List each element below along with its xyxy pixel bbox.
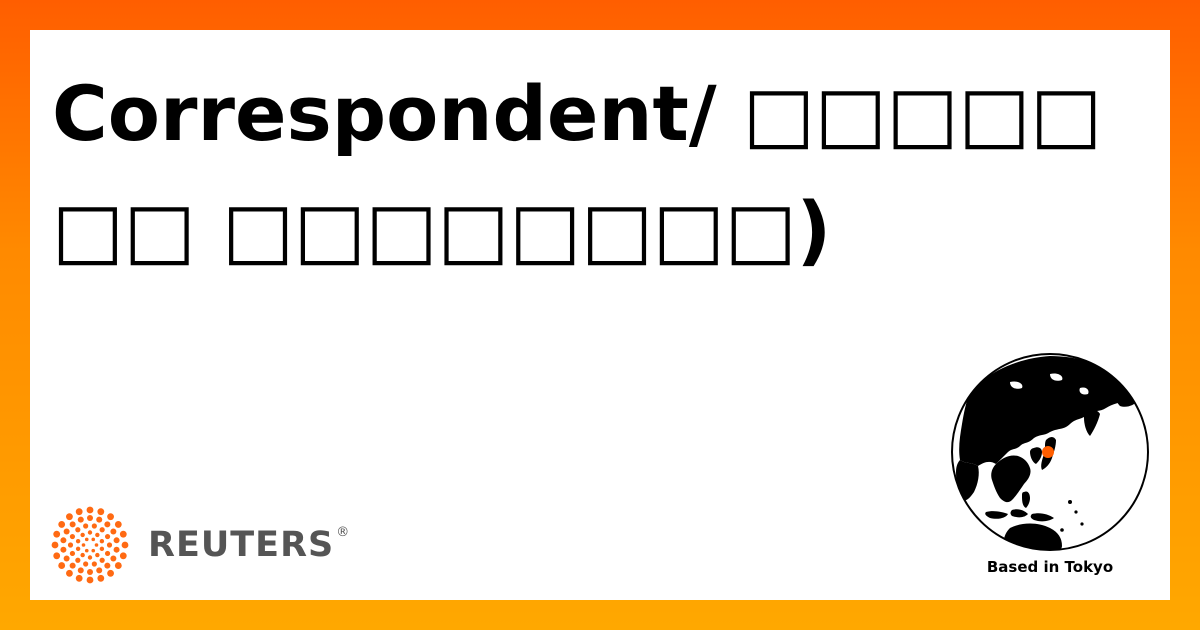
- logo-dot: [113, 546, 120, 553]
- logo-dot: [69, 521, 76, 528]
- logo-dot: [96, 567, 103, 574]
- logo-dot: [69, 562, 76, 569]
- brand-name: REUTERS: [148, 524, 335, 565]
- logo-dot: [84, 548, 89, 553]
- logo-dot: [66, 513, 73, 521]
- logo-dot: [83, 523, 89, 529]
- logo-dot: [114, 562, 122, 569]
- logo-dot: [87, 530, 93, 535]
- brand-wordmark: REUTERS ®: [148, 524, 351, 565]
- logo-dot: [114, 521, 122, 528]
- location-globe: Based in Tokyo: [950, 352, 1150, 592]
- logo-dot: [107, 513, 114, 521]
- logo-dot: [91, 537, 96, 542]
- continent-details: [1010, 373, 1089, 395]
- profile-card: Correspondent/ □□□□□□□ □□□□□□□□) REUTERS…: [30, 30, 1170, 600]
- logo-dot: [91, 548, 96, 553]
- logo-dot: [87, 569, 93, 575]
- reuters-logo[interactable]: REUTERS ®: [50, 505, 350, 585]
- logo-dot: [75, 557, 81, 563]
- logo-dot: [121, 541, 129, 549]
- logo-dot: [77, 567, 84, 574]
- logo-dot: [66, 569, 73, 577]
- logo-dot: [113, 537, 120, 544]
- logo-dot: [69, 533, 76, 540]
- logo-dot: [67, 542, 74, 548]
- registered-mark: ®: [336, 524, 351, 540]
- logo-dot: [77, 516, 84, 523]
- logo-dot: [87, 515, 93, 521]
- logo-dot: [75, 527, 81, 533]
- logo-dot: [119, 552, 127, 560]
- logo-dot: [91, 523, 97, 529]
- logo-dot: [99, 538, 105, 544]
- logo-dot: [86, 506, 94, 514]
- logo-dot: [96, 516, 103, 523]
- logo-dot: [60, 546, 67, 553]
- logo-dot: [63, 555, 70, 562]
- logo-dot: [75, 546, 81, 552]
- logo-dot: [81, 543, 86, 547]
- logo-dot: [110, 555, 117, 562]
- globe-icon: [951, 353, 1149, 551]
- logo-dot: [53, 552, 61, 560]
- location-label: Based in Tokyo: [986, 558, 1114, 576]
- logo-dot: [86, 576, 94, 584]
- logo-dot: [104, 521, 111, 528]
- continents: [956, 356, 1139, 550]
- logo-dot: [91, 561, 97, 567]
- logo-dot: [58, 521, 66, 528]
- logo-dot: [80, 532, 85, 538]
- page-title: Correspondent/ □□□□□□□ □□□□□□□□): [52, 69, 1103, 274]
- logo-dot: [60, 537, 67, 544]
- logo-dot: [80, 552, 85, 558]
- tokyo-marker: [1042, 446, 1054, 458]
- logo-dot: [106, 542, 113, 548]
- logo-dot: [99, 527, 105, 533]
- logo-dot: [104, 533, 111, 540]
- logo-dot: [75, 508, 83, 516]
- logo-dot: [104, 550, 111, 557]
- logo-dot: [99, 546, 105, 552]
- logo-dot: [51, 541, 59, 549]
- logo-dot: [95, 552, 100, 558]
- logo-dot: [75, 538, 81, 544]
- logo-dot: [87, 555, 93, 560]
- logo-dot: [97, 508, 105, 516]
- logo-dot: [119, 530, 127, 538]
- logo-dot: [53, 530, 61, 538]
- logo-dot: [107, 569, 114, 577]
- logo-dot: [58, 562, 66, 569]
- logo-dot: [69, 550, 76, 557]
- logo-dot: [110, 528, 117, 535]
- logo-dot: [104, 562, 111, 569]
- logo-dot: [83, 561, 89, 567]
- logo-dot: [94, 543, 99, 547]
- logo-dot: [99, 557, 105, 563]
- logo-dot: [75, 574, 83, 582]
- logo-dot: [95, 532, 100, 538]
- logo-dot: [63, 528, 70, 535]
- reuters-dot-ring-icon: [51, 506, 129, 584]
- logo-dot: [97, 574, 105, 582]
- logo-dot: [84, 537, 89, 542]
